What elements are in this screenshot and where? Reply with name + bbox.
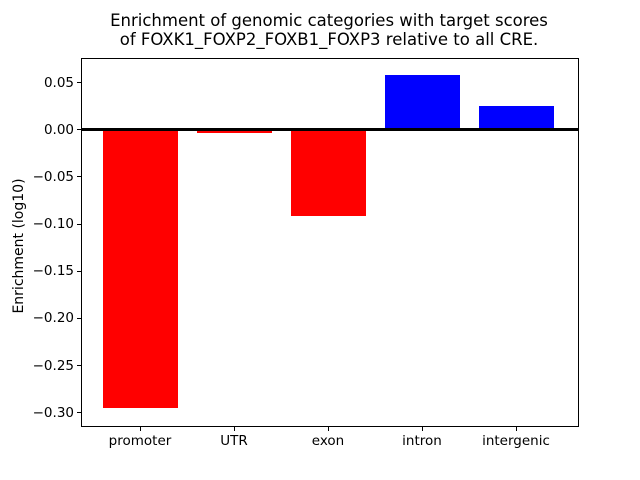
y-axis-label: Enrichment (log10) [11, 178, 27, 314]
bar-promoter [102, 129, 178, 408]
x-tick-mark [327, 427, 329, 431]
y-tick-mark [77, 82, 81, 84]
y-tick-mark [77, 365, 81, 367]
bar-intergenic [478, 106, 554, 130]
chart-title: Enrichment of genomic categories with ta… [81, 11, 577, 49]
y-tick-mark [77, 317, 81, 319]
chart-title-line-1: Enrichment of genomic categories with ta… [110, 11, 548, 30]
x-tick-mark [233, 427, 235, 431]
y-tick-mark [77, 176, 81, 178]
bar-intron [384, 74, 460, 130]
x-tick-mark [515, 427, 517, 431]
zero-line [81, 128, 579, 131]
y-tick-label: −0.05 [32, 168, 74, 185]
y-tick-mark [77, 270, 81, 272]
y-tick-label: 0.05 [43, 74, 74, 91]
y-tick-label: −0.20 [32, 310, 74, 327]
bar-exon [290, 129, 366, 216]
y-tick-mark [77, 223, 81, 225]
y-tick-mark [77, 129, 81, 131]
y-tick-label: 0.00 [43, 121, 74, 138]
y-tick-label: −0.25 [32, 357, 74, 374]
x-tick-mark [421, 427, 423, 431]
x-tick-label-intron: intron [402, 433, 442, 449]
x-tick-label-UTR: UTR [220, 433, 248, 449]
y-tick-mark [77, 412, 81, 414]
y-tick-label: −0.15 [32, 263, 74, 280]
bar-UTR [196, 129, 272, 133]
y-tick-label: −0.10 [32, 216, 74, 233]
x-tick-label-promoter: promoter [108, 433, 172, 449]
x-tick-label-exon: exon [311, 433, 345, 449]
chart-title-line-2: of FOXK1_FOXP2_FOXB1_FOXP3 relative to a… [119, 29, 539, 49]
x-tick-mark [139, 427, 141, 431]
y-tick-label: −0.30 [32, 404, 74, 421]
x-tick-label-intergenic: intergenic [482, 433, 550, 449]
